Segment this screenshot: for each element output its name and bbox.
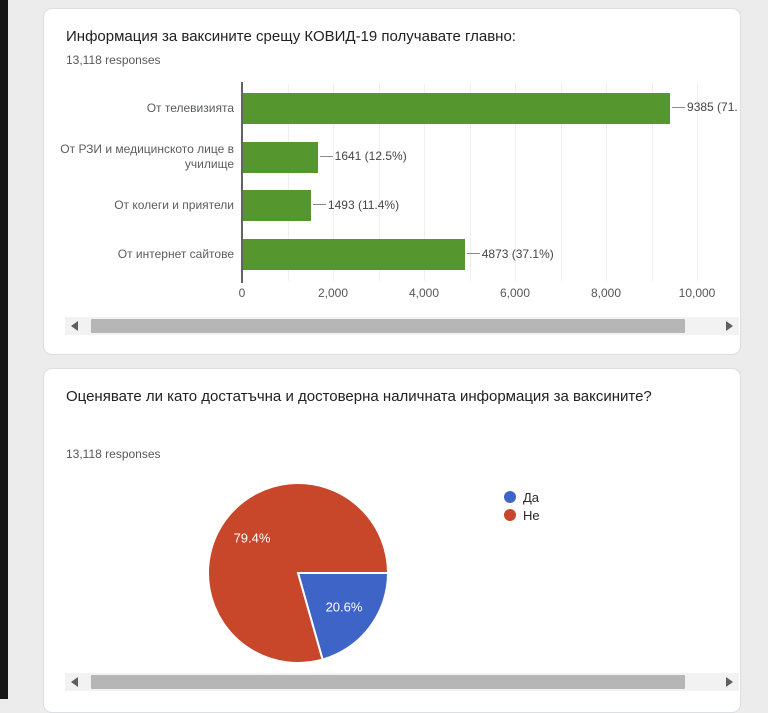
legend-item-yes: Да	[504, 488, 540, 506]
legend-label: Да	[523, 489, 540, 505]
pie-slice-percentage-label: 20.6%	[326, 600, 363, 615]
annotation-leader-line	[312, 204, 326, 206]
annotation-leader-line	[466, 253, 480, 255]
question-card-bar: Информация за ваксините срещу КОВИД-19 п…	[43, 8, 741, 355]
legend-label: Не	[523, 507, 540, 523]
response-count: 13,118 responses	[66, 447, 161, 461]
screen-edge-strip	[0, 0, 8, 699]
pie-chart: 20.6% 79.4%	[198, 473, 398, 673]
bar[interactable]	[243, 141, 318, 173]
x-axis-tick-label: 8,000	[590, 286, 622, 300]
legend-dot-blue	[504, 491, 516, 503]
scroll-left-icon[interactable]	[71, 677, 78, 687]
question-title: Оценявате ли като достатъчна и достоверн…	[66, 388, 652, 405]
bar-chart: От телевизията 9385 (71. От РЗИ и медицинс…	[44, 9, 740, 314]
bar-value-annotation: 4873 (37.1%)	[466, 247, 554, 261]
gridline	[424, 84, 425, 281]
response-count: 13,118 responses	[66, 53, 161, 67]
x-axis-tick-label: 0	[238, 286, 246, 300]
bar-category-label: От РЗИ и медицинското лице в училище	[60, 142, 234, 172]
scrollbar-thumb[interactable]	[91, 675, 685, 689]
annotation-leader-line	[672, 106, 686, 108]
pie-slice[interactable]	[296, 572, 390, 661]
pie-legend: Да Не	[504, 488, 540, 524]
bar[interactable]	[243, 239, 465, 271]
legend-item-no: Не	[504, 506, 540, 524]
gridline	[515, 84, 516, 281]
gridline	[606, 84, 607, 281]
question-card-pie: Оценявате ли като достатъчна и достоверн…	[43, 368, 741, 713]
scroll-left-icon[interactable]	[71, 321, 78, 331]
x-axis-tick-label: 2,000	[317, 286, 349, 300]
horizontal-scrollbar[interactable]	[65, 673, 739, 691]
gridline	[378, 84, 380, 281]
legend-dot-red	[504, 509, 516, 521]
bar[interactable]	[243, 190, 311, 222]
gridline	[651, 84, 653, 281]
scroll-right-icon[interactable]	[726, 321, 733, 331]
bar[interactable]	[243, 92, 671, 124]
bar-category-label: От колеги и приятели	[114, 198, 234, 213]
bar-value-annotation: 1641 (12.5%)	[319, 149, 407, 163]
gridline	[697, 84, 698, 281]
annotation-leader-line	[319, 155, 333, 157]
bar-value-annotation: 9385 (71.	[672, 100, 738, 114]
x-axis-tick-label: 6,000	[499, 286, 531, 300]
gridline	[287, 84, 289, 281]
gridline	[469, 84, 471, 281]
horizontal-scrollbar[interactable]	[65, 317, 739, 335]
scrollbar-thumb[interactable]	[91, 319, 685, 333]
scroll-right-icon[interactable]	[726, 677, 733, 687]
x-axis-tick-label: 4,000	[408, 286, 440, 300]
gridline	[333, 84, 334, 281]
x-axis-tick-label: 10,000	[678, 286, 716, 300]
bar-value-annotation: 1493 (11.4%)	[312, 198, 399, 212]
bar-category-label: От интернет сайтове	[117, 247, 234, 262]
question-title: Информация за ваксините срещу КОВИД-19 п…	[66, 28, 516, 45]
pie-slice-percentage-label: 79.4%	[234, 530, 271, 545]
gridline	[560, 84, 562, 281]
y-axis-line	[241, 82, 243, 283]
bar-category-label: От телевизията	[146, 100, 234, 115]
pie-slice[interactable]	[207, 482, 390, 664]
